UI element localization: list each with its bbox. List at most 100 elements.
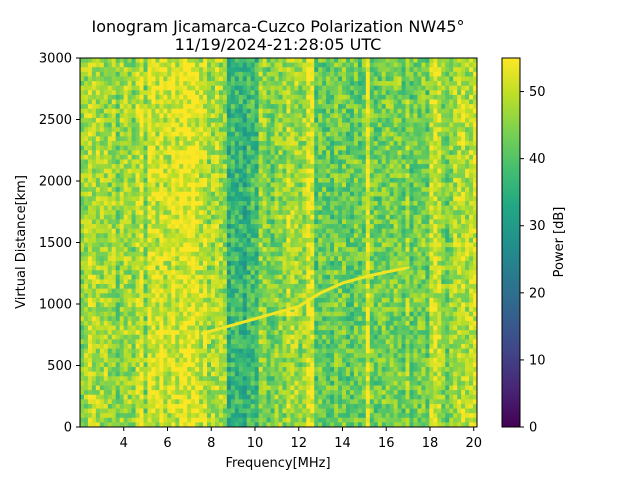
heatmap-cell [203, 311, 208, 317]
heatmap-cell [270, 343, 276, 350]
heatmap-cell [238, 307, 244, 313]
heatmap-cell [314, 288, 319, 294]
heatmap-cell [254, 99, 260, 105]
heatmap-cell [115, 113, 121, 119]
heatmap-cell [226, 357, 232, 364]
heatmap-cell [191, 136, 196, 142]
heatmap-cell [199, 81, 204, 87]
heatmap-cell [250, 164, 256, 170]
heatmap-cell [254, 394, 260, 400]
heatmap-cell [298, 311, 303, 317]
heatmap-cell [218, 58, 224, 64]
heatmap-cell [191, 131, 196, 138]
heatmap-cell [270, 302, 276, 308]
heatmap-cell [131, 145, 137, 151]
heatmap-cell [242, 348, 248, 354]
heatmap-cell [167, 154, 172, 161]
heatmap-cell [159, 71, 164, 78]
heatmap-cell [314, 302, 319, 308]
heatmap-cell [127, 403, 133, 410]
heatmap-cell [274, 187, 280, 193]
heatmap-cell [286, 237, 292, 244]
heatmap-cell [107, 247, 113, 253]
heatmap-cell [203, 122, 208, 128]
heatmap-cell [203, 177, 208, 184]
heatmap-cell [83, 214, 89, 221]
heatmap-cell [258, 182, 264, 188]
heatmap-cell [203, 408, 208, 414]
heatmap-cell [246, 71, 252, 78]
heatmap-cell [310, 200, 315, 207]
heatmap-cell [80, 81, 85, 87]
heatmap-cell [187, 159, 192, 165]
heatmap-cell [139, 205, 145, 211]
heatmap-cell [262, 320, 268, 327]
heatmap-cell [242, 58, 248, 64]
heatmap-cell [139, 311, 145, 317]
heatmap-cell [99, 307, 105, 313]
heatmap-cell [222, 210, 228, 216]
heatmap-cell [226, 159, 232, 165]
heatmap-cell [103, 164, 109, 170]
heatmap-cell [143, 265, 149, 271]
heatmap-cell [135, 177, 141, 184]
heatmap-cell [195, 71, 200, 78]
heatmap-cell [222, 394, 228, 400]
heatmap-cell [286, 76, 292, 82]
heatmap-cell [242, 320, 248, 327]
heatmap-cell [123, 417, 129, 423]
heatmap-cell [238, 316, 244, 322]
heatmap-cell [87, 394, 93, 400]
heatmap-cell [115, 108, 121, 114]
heatmap-cell [282, 376, 288, 382]
heatmap-cell [139, 104, 145, 110]
heatmap-cell [211, 367, 216, 373]
heatmap-cell [242, 256, 248, 262]
heatmap-cell [294, 150, 299, 156]
heatmap-cell [111, 362, 117, 368]
heatmap-cell [266, 104, 272, 110]
heatmap-cell [262, 200, 268, 207]
heatmap-cell [139, 316, 145, 322]
heatmap-cell [230, 196, 236, 202]
heatmap-cell [195, 85, 200, 91]
heatmap-cell [151, 325, 157, 331]
heatmap-cell [115, 90, 121, 96]
heatmap-cell [214, 210, 220, 216]
heatmap-cell [306, 362, 311, 368]
heatmap-cell [159, 127, 164, 133]
heatmap-cell [282, 284, 288, 290]
heatmap-cell [179, 187, 184, 193]
heatmap-cell [282, 380, 288, 387]
heatmap-cell [238, 353, 244, 359]
heatmap-cell [167, 325, 172, 331]
heatmap-cell [167, 399, 172, 405]
heatmap-cell [171, 224, 176, 230]
heatmap-cell [143, 251, 149, 257]
heatmap-cell [187, 136, 192, 142]
heatmap-cell [262, 334, 268, 340]
heatmap-cell [242, 353, 248, 359]
heatmap-cell [83, 81, 89, 87]
heatmap-cell [226, 399, 232, 405]
heatmap-cell [139, 113, 145, 119]
heatmap-cell [310, 403, 315, 410]
heatmap-cell [187, 343, 192, 350]
heatmap-cell [214, 58, 220, 64]
heatmap-cell [135, 159, 141, 165]
heatmap-cell [119, 62, 125, 68]
heatmap-cell [282, 173, 288, 179]
heatmap-cell [302, 85, 307, 91]
heatmap-cell [246, 127, 252, 133]
heatmap-cell [80, 362, 85, 368]
heatmap-cell [310, 408, 315, 414]
heatmap-cell [127, 113, 133, 119]
heatmap-cell [131, 214, 137, 221]
heatmap-cell [87, 247, 93, 253]
heatmap-cell [95, 242, 101, 248]
heatmap-cell [175, 210, 180, 216]
heatmap-cell [119, 334, 125, 340]
heatmap-cell [258, 339, 264, 345]
heatmap-cell [95, 302, 101, 308]
heatmap-cell [234, 219, 240, 225]
